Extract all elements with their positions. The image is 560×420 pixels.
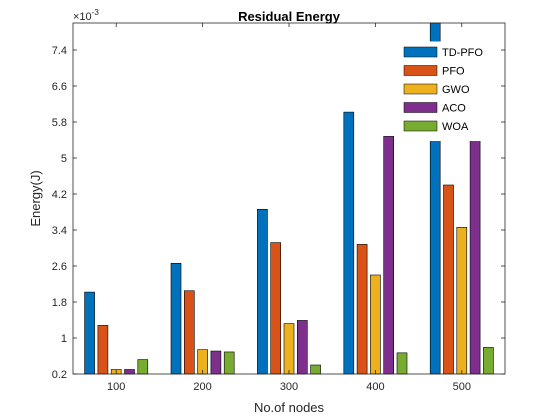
x-axis-title: No.of nodes	[254, 400, 325, 415]
bar-woa-500	[483, 347, 494, 375]
legend-swatch-td-pfo	[403, 46, 438, 58]
legend-label-td-pfo: TD-PFO	[442, 47, 483, 59]
bar-td-pfo-300	[257, 209, 268, 375]
legend-swatch-woa	[403, 120, 438, 132]
y-tick-label: 0.2	[52, 369, 67, 381]
bars-group	[84, 22, 494, 375]
y-tick-label: 6.6	[52, 81, 67, 93]
bar-aco-300	[296, 320, 308, 375]
y-tick-label: 3.4	[52, 225, 67, 237]
x-tick-label: 300	[280, 381, 298, 393]
x-tick-label: 500	[453, 381, 471, 393]
legend-label-aco: ACO	[442, 103, 466, 115]
y-exponent-base: ×10	[73, 11, 92, 23]
legend-label-woa: WOA	[442, 121, 469, 133]
bar-woa-300	[310, 364, 321, 375]
y-tick-label: 1	[61, 333, 67, 345]
y-tick-label: 5	[61, 153, 67, 165]
x-tick-label: 400	[366, 381, 384, 393]
bar-td-pfo-200	[170, 262, 182, 375]
y-tick-label: 7.4	[52, 45, 67, 57]
bar-aco-500	[469, 137, 481, 375]
bar-woa-400	[396, 352, 408, 375]
bar-aco-100	[124, 369, 135, 375]
y-axis-title: Energy(J)	[28, 170, 43, 226]
bar-pfo-200	[184, 290, 195, 375]
bar-gwo-500	[456, 227, 468, 375]
y-exponent-power: -3	[92, 8, 100, 17]
y-tick-label: 1.8	[52, 297, 67, 309]
y-axis-exponent: ×10-3	[73, 8, 99, 23]
bar-pfo-100	[97, 325, 109, 375]
bar-aco-400	[383, 136, 395, 375]
x-tick-label: 100	[107, 381, 125, 393]
bar-pfo-300	[270, 242, 282, 375]
bar-woa-100	[137, 359, 149, 375]
y-tick-label: 2.6	[52, 261, 67, 273]
legend-label-gwo: GWO	[442, 84, 470, 96]
x-tick-label: 200	[193, 381, 211, 393]
y-tick-label: 4.2	[52, 189, 67, 201]
chart-title: Residual Energy	[238, 9, 341, 24]
ticks-group: 0.2 1 1.8 2.6 3.4 4.2 5 5.8 6.6 7.4 100 200 300 400 50…	[52, 23, 505, 393]
bar-td-pfo-100	[84, 291, 95, 375]
legend-swatch-pfo	[403, 65, 438, 76]
bar-pfo-400	[356, 244, 368, 375]
bar-aco-200	[210, 350, 222, 375]
legend: TD-PFO PFO GWO ACO WOA	[394, 41, 496, 141]
bar-woa-200	[223, 351, 235, 375]
legend-swatch-aco	[403, 102, 438, 113]
bar-gwo-300	[283, 323, 295, 375]
y-tick-label: 5.8	[52, 117, 67, 129]
bar-pfo-500	[443, 184, 454, 375]
legend-label-pfo: PFO	[442, 66, 465, 78]
bar-td-pfo-400	[343, 111, 355, 375]
bar-gwo-400	[370, 274, 381, 375]
legend-swatch-gwo	[403, 83, 438, 95]
